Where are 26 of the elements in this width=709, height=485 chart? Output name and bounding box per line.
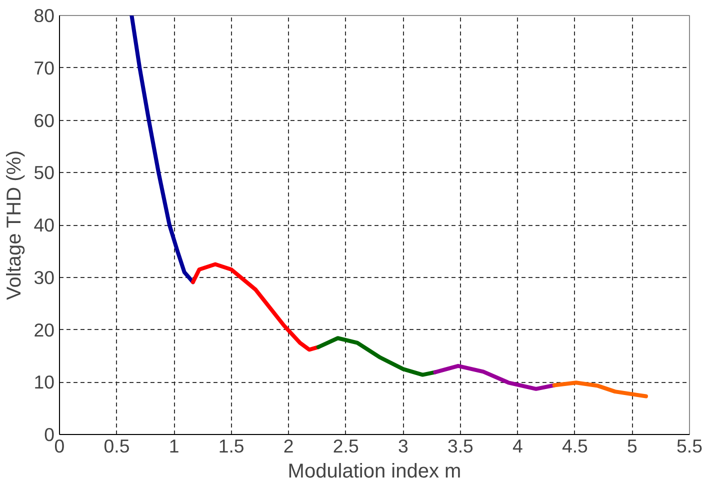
line-series — [316, 336, 438, 377]
line-series — [130, 16, 195, 284]
y-tick-label: 80 — [34, 5, 55, 26]
x-tick-label: 1 — [168, 436, 180, 456]
x-tick-label: 3.5 — [447, 436, 474, 456]
y-tick-label: 20 — [34, 319, 55, 340]
x-tick-label: 1.5 — [218, 436, 244, 456]
y-tick-label: 60 — [34, 110, 55, 131]
y-tick-label: 70 — [34, 57, 55, 78]
y-tick-label: 10 — [34, 372, 55, 393]
x-tick-label: 5.5 — [676, 436, 702, 456]
x-tick-label: 2.5 — [332, 436, 359, 456]
y-axis-title: Voltage THD (%) — [4, 150, 26, 300]
y-tick-label: 30 — [34, 266, 55, 288]
x-tick-label: 0.5 — [104, 436, 130, 456]
x-tick-label: 3 — [398, 436, 408, 456]
x-tick-label: 5 — [627, 436, 638, 456]
x-tick-label: 4.5 — [562, 436, 588, 456]
line-series — [190, 262, 320, 352]
x-axis-title: Modulation index m — [288, 460, 462, 482]
y-tick-label: 40 — [34, 214, 55, 236]
x-tick-label: 4 — [512, 436, 523, 456]
y-tick-label: 50 — [34, 162, 55, 184]
line-series — [552, 380, 648, 398]
x-tick-label: 2 — [283, 436, 294, 456]
line-series — [433, 364, 556, 391]
